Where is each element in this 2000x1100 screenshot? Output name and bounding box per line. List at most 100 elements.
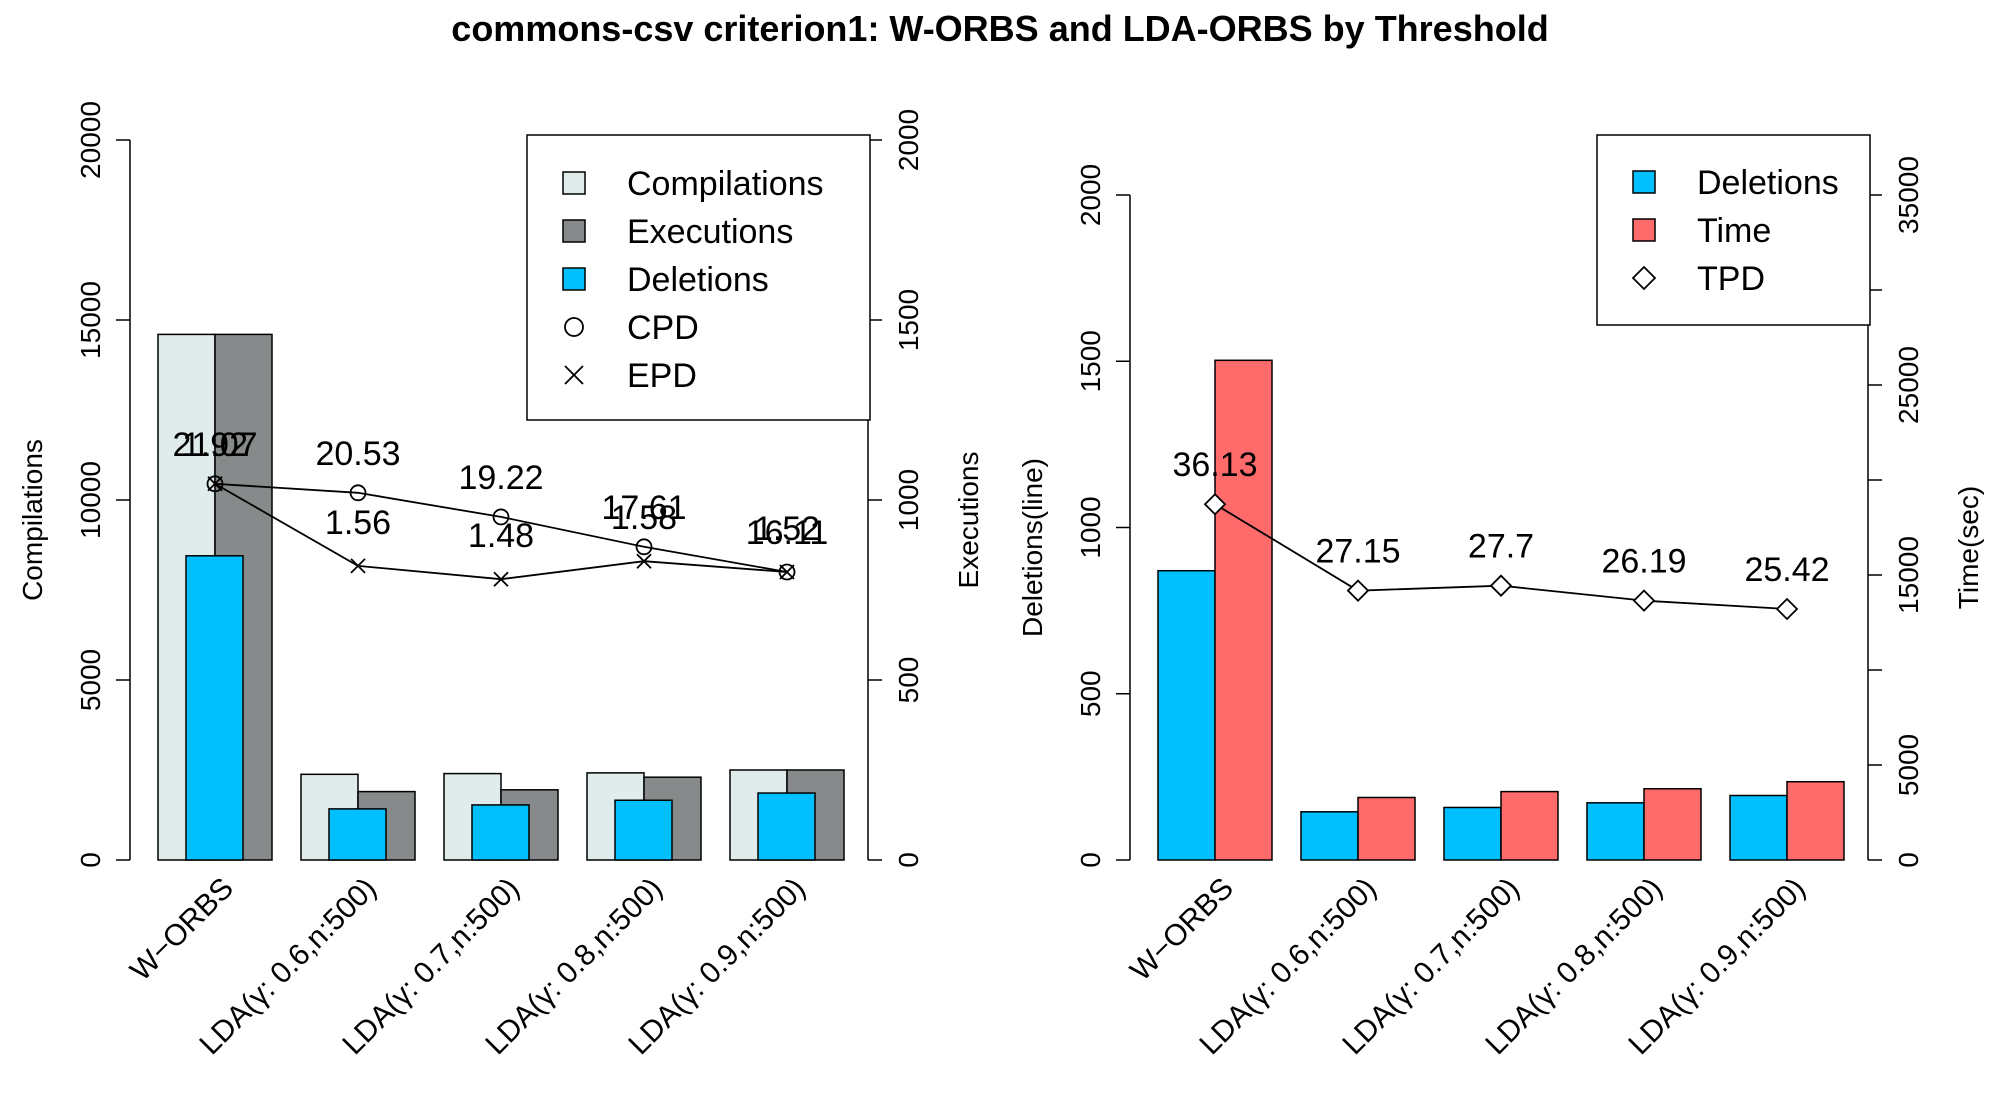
data-label-epd-3: 1.58: [611, 499, 677, 537]
marker-tpd-4: [1775, 597, 1799, 621]
right-axis: 0 500 1000 1500 2000 Executions: [867, 109, 984, 868]
legend-label-4: EPD: [627, 357, 697, 395]
bar-deletions-1: [1300, 811, 1359, 861]
left-axis: 0 500 1000 1500 2000 Deletions(line): [1017, 164, 1131, 868]
legend-swatch-1: [1632, 218, 1656, 242]
data-label-epd-4: 1.52: [754, 510, 820, 548]
marker-cpd-3: [635, 538, 653, 556]
line-cpd: [214, 482, 788, 573]
marker-tpd-1: [1346, 579, 1370, 602]
bar-deletions-0: [185, 555, 244, 861]
right-axis-title: Executions: [953, 452, 984, 589]
data-label-cpd-3: 17.61: [601, 489, 686, 527]
left-tick-label-4: 2000: [1075, 164, 1106, 226]
marker-cpd-0: [206, 475, 224, 493]
data-label-tpd-1: 27.15: [1315, 533, 1400, 571]
marker-tpd-2: [1489, 574, 1513, 597]
marker-tpd-3: [1632, 589, 1656, 612]
legend-label-2: Deletions: [627, 261, 769, 299]
left-tick-label-0: 0: [1075, 852, 1106, 868]
right-tick-label-4: 2000: [893, 109, 924, 171]
data-label-cpd-4: 16.11: [746, 514, 829, 552]
legend-label-2: TPD: [1697, 260, 1765, 298]
chart-panel-left: 0 5000 10000 15000 20000 Compilations 0 500 1000…: [17, 101, 984, 1061]
marker-epd-1: [350, 558, 366, 574]
legend-swatch-4: [564, 365, 584, 385]
legend-label-3: CPD: [627, 309, 699, 347]
left-tick-label-1: 5000: [75, 649, 106, 711]
bar-deletions-4: [757, 792, 816, 861]
left-axis: 0 5000 10000 15000 20000 Compilations: [17, 101, 131, 868]
left-tick-label-4: 20000: [75, 101, 106, 179]
category-label-0: W−ORBS: [1124, 872, 1240, 988]
left-tick-label-3: 15000: [75, 281, 106, 359]
bar-deletions-1: [328, 808, 387, 861]
legend-swatch-2: [562, 267, 586, 291]
data-label-tpd-0: 36.13: [1172, 446, 1257, 484]
bar-deletions-2: [471, 804, 530, 861]
bar-deletions-0: [1157, 569, 1216, 861]
line-series-tpd: 36.13 27.15 27.7 26.19 25.42: [1172, 446, 1830, 621]
bar-time-0: [1214, 359, 1273, 861]
left-tick-label-1: 500: [1075, 670, 1106, 717]
data-label-epd-1: 1.56: [325, 504, 391, 542]
marker-epd-2: [493, 571, 509, 587]
data-label-tpd-2: 27.7: [1468, 528, 1534, 566]
marker-tpd-0: [1203, 492, 1227, 516]
data-label-cpd-1: 20.53: [315, 435, 400, 473]
data-label-cpd-2: 19.22: [458, 459, 543, 497]
marker-cpd-2: [492, 508, 510, 526]
right-axis: 0 5000 15000 25000 35000 Time(sec): [1867, 156, 1984, 868]
marker-epd-4: [779, 564, 795, 580]
right-tick-label-0: 0: [1893, 852, 1924, 868]
right-tick-label-0: 0: [893, 852, 924, 868]
right-tick-label-3: 1500: [893, 289, 924, 351]
line-series-epd: 1.92 1.56 1.48 1.58 1.52: [182, 426, 820, 587]
left-tick-label-3: 1500: [1075, 330, 1106, 392]
right-tick-label-4: 35000: [1893, 156, 1924, 234]
left-axis-title: Compilations: [17, 439, 48, 601]
legend-swatch-2: [1631, 265, 1657, 291]
legend: Deletions Time TPD: [1596, 134, 1871, 326]
bar-time-1: [1357, 796, 1416, 861]
legend-label-0: Deletions: [1697, 164, 1839, 202]
right-tick-label-3: 25000: [1893, 346, 1924, 424]
data-label-tpd-3: 26.19: [1601, 543, 1686, 581]
legend-label-1: Executions: [627, 213, 793, 251]
left-tick-label-2: 1000: [1075, 496, 1106, 558]
left-tick-label-0: 0: [75, 852, 106, 868]
chart-panel-right: 0 500 1000 1500 2000 Deletions(line) 0 5000 1500…: [1017, 134, 1984, 1061]
legend-swatch-3: [564, 317, 584, 337]
data-label-tpd-4: 25.42: [1744, 551, 1829, 589]
bar-deletions-3: [1586, 802, 1645, 861]
legend-swatch-0: [562, 171, 586, 195]
line-series-cpd: 21.07 20.53 19.22 17.61 16.11: [172, 426, 829, 581]
legend-swatch-0: [1632, 170, 1656, 194]
bar-deletions-2: [1443, 806, 1502, 861]
data-label-epd-0: 1.92: [182, 426, 248, 464]
right-axis-title: Time(sec): [1953, 486, 1984, 609]
right-tick-label-1: 5000: [1893, 734, 1924, 796]
legend: Compilations Executions Deletions CPD EPD: [526, 134, 871, 421]
legend-label-1: Time: [1697, 212, 1771, 250]
left-axis-title: Deletions(line): [1017, 458, 1048, 637]
marker-epd-0: [207, 476, 223, 492]
data-label-cpd-0: 21.07: [172, 426, 257, 464]
bar-deletions-3: [614, 799, 673, 861]
bar-time-2: [1500, 790, 1559, 861]
data-label-epd-2: 1.48: [468, 517, 534, 555]
bar-deletions-4: [1729, 794, 1788, 861]
figure-title: commons-csv criterion1: W-ORBS and LDA-O…: [451, 8, 1549, 49]
legend-label-0: Compilations: [627, 165, 824, 203]
legend-swatch-1: [562, 219, 586, 243]
bar-time-4: [1786, 780, 1845, 861]
right-tick-label-2: 15000: [1893, 536, 1924, 614]
right-tick-label-1: 500: [893, 657, 924, 704]
left-tick-label-2: 10000: [75, 461, 106, 539]
category-label-0: W−ORBS: [124, 872, 240, 988]
bar-time-3: [1643, 788, 1702, 861]
marker-cpd-1: [349, 484, 367, 502]
right-tick-label-2: 1000: [893, 469, 924, 531]
